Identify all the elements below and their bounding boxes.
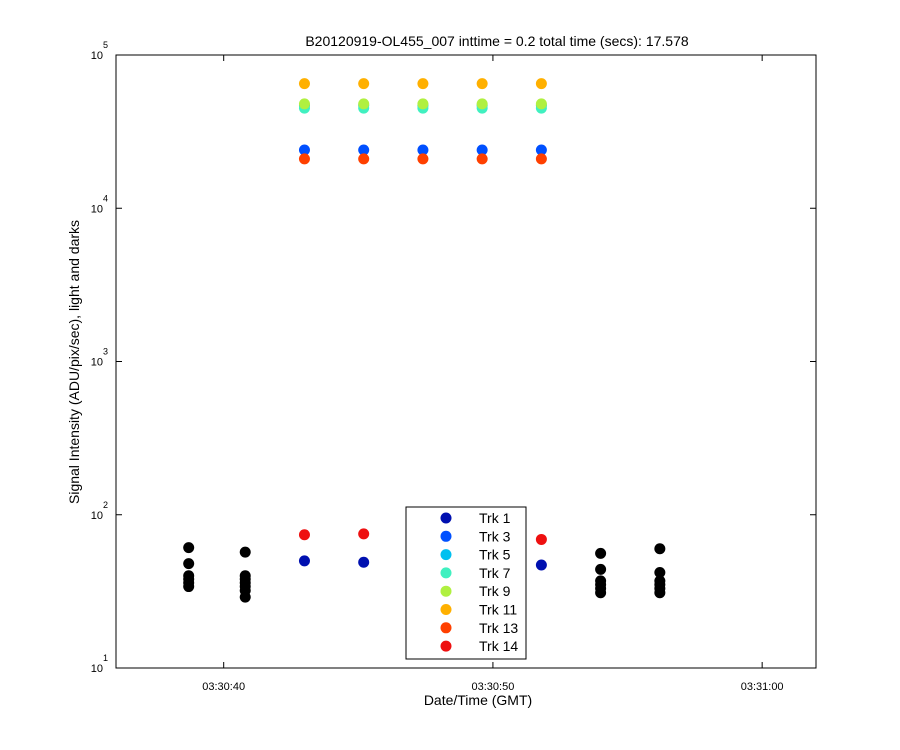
chart-title: B20120919-OL455_007 inttime = 0.2 total … (305, 33, 689, 49)
data-point (183, 581, 195, 593)
data-point (358, 144, 370, 156)
legend-label: Trk 7 (479, 565, 511, 581)
data-point (183, 542, 195, 554)
data-point (535, 98, 547, 110)
legend-label: Trk 11 (479, 602, 517, 618)
data-point (595, 547, 607, 559)
data-point (417, 98, 429, 110)
legend-marker (440, 640, 452, 652)
legend-marker (440, 622, 452, 634)
data-point (476, 98, 488, 110)
y-tick-exponent: 4 (103, 193, 108, 203)
y-tick-label: 10 (91, 50, 103, 62)
x-tick-label: 03:30:40 (202, 681, 245, 693)
data-point (239, 591, 251, 603)
data-point (298, 529, 310, 541)
data-point (654, 587, 666, 599)
data-point (298, 78, 310, 90)
x-axis-label: Date/Time (GMT) (424, 692, 532, 708)
data-point (654, 543, 666, 555)
data-point (535, 153, 547, 165)
legend-box (405, 506, 527, 660)
data-points (183, 78, 666, 603)
data-point (535, 533, 547, 545)
data-point (298, 153, 310, 165)
legend-marker (440, 567, 452, 579)
data-point (595, 563, 607, 575)
legend: Trk 1 Trk 3 Trk 5 Trk 7 Trk 9 Trk 11 Trk 13 Trk… (405, 506, 527, 660)
y-tick-exponent: 2 (103, 500, 108, 510)
data-point (358, 98, 370, 110)
data-point (595, 587, 607, 599)
legend-marker (440, 530, 452, 542)
legend-label: Trk 13 (479, 620, 518, 636)
data-point (417, 78, 429, 90)
data-point (298, 144, 310, 156)
legend-marker (440, 512, 452, 524)
data-point (535, 559, 547, 571)
data-point (535, 78, 547, 90)
y-tick-exponent: 3 (103, 347, 108, 357)
data-point (654, 566, 666, 578)
data-point (358, 528, 370, 540)
data-point (298, 98, 310, 110)
data-point (298, 555, 310, 567)
legend-label: Trk 5 (479, 547, 511, 563)
legend-label: Trk 14 (479, 638, 518, 654)
y-tick-exponent: 5 (103, 40, 108, 50)
x-tick-label: 03:30:50 (472, 681, 515, 693)
legend-label: Trk 1 (479, 510, 511, 526)
legend-label: Trk 9 (479, 583, 511, 599)
data-point (239, 546, 251, 558)
data-point (358, 153, 370, 165)
y-tick-label: 10 (91, 510, 103, 522)
legend-label: Trk 3 (479, 528, 511, 544)
data-point (358, 78, 370, 90)
data-point (417, 153, 429, 165)
y-tick-label: 10 (91, 203, 103, 215)
data-point (535, 144, 547, 156)
legend-marker (440, 604, 452, 615)
legend-marker (440, 585, 452, 597)
data-point (417, 144, 429, 156)
y-tick-label: 10 (91, 663, 103, 675)
legend-marker (440, 549, 452, 561)
data-point (476, 78, 488, 90)
data-point (476, 153, 488, 165)
y-tick-label: 10 (91, 357, 103, 369)
data-point (476, 144, 488, 156)
data-point (358, 556, 370, 568)
x-tick-label: 03:31:00 (741, 681, 784, 693)
data-point (183, 558, 195, 570)
y-axis-label: Signal Intensity (ADU/pix/sec), light an… (66, 220, 82, 504)
y-tick-exponent: 1 (103, 653, 108, 663)
